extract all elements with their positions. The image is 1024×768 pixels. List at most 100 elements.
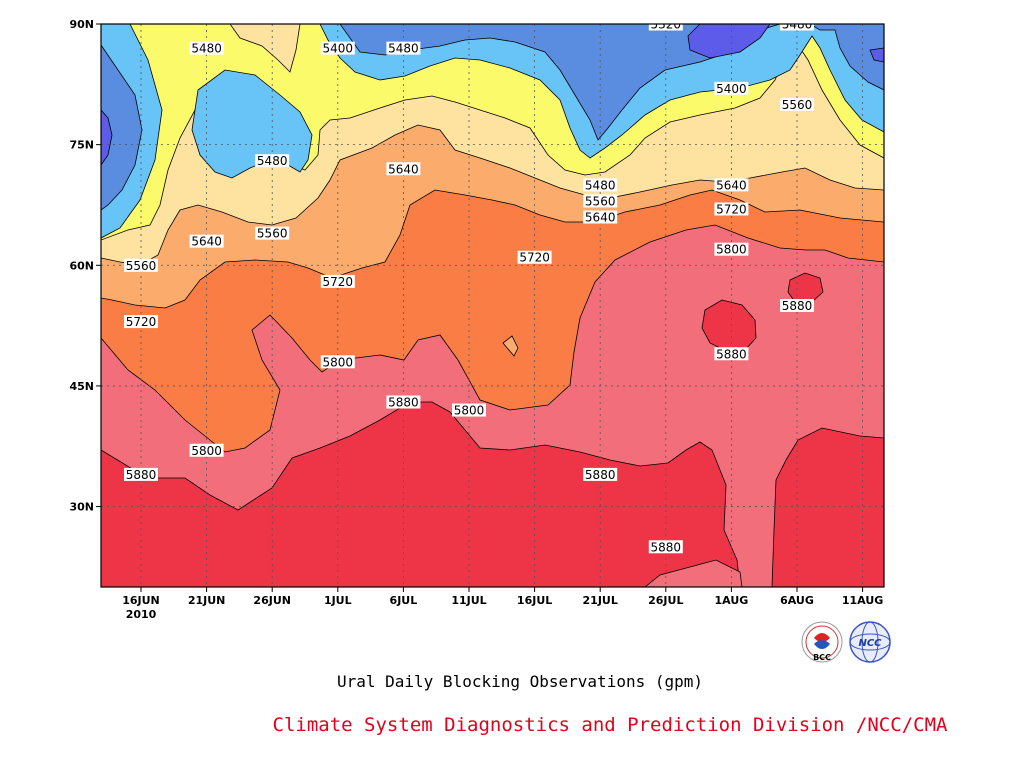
contour-label-bg [714,242,749,256]
contour-label-bg [780,299,814,312]
contour-label: 5480 [255,154,290,168]
logos: BCC NCC [801,621,891,663]
contour-label-bg [452,403,486,417]
contour-label-bg [583,178,618,192]
contour-label: 5720 [320,274,355,289]
x-tick-label: 6JUL [390,594,418,607]
x-tick-label: 11AUG [842,594,883,607]
contour-label-bg [320,355,355,369]
contour-label: 5560 [255,226,290,241]
contour-label-bg [124,467,158,481]
contour-label-bg [124,258,158,272]
contour-label: 5720 [714,202,749,216]
contour-label: 5880 [124,467,158,482]
contour-label: 5800 [320,355,355,369]
contour-label-text: 5880 [782,299,813,313]
contour-label: 5560 [124,258,158,273]
contour-label-text: 5800 [191,444,222,458]
contour-label-bg [648,24,683,31]
contour-label-bg [648,540,683,554]
contour-label: 5720 [517,250,552,265]
contour-label: 5720 [124,315,158,329]
contour-label: 5640 [714,178,749,192]
contour-label-bg [386,395,421,409]
x-tick-label: 1AUG [715,594,749,607]
x-axis: 16JUN 21JUN 26JUN 1JUL 6JUL 11JUL 16JUL 21JUL 26… [122,587,883,621]
fill-level-5640-island [502,335,519,357]
bcc-logo-text: BCC [813,653,831,662]
contour-label-text: 5480 [782,18,813,32]
contour-label-text: 5320 [651,18,682,32]
x-tick-label: 16JUN [122,594,160,607]
y-tick-label: 45N [69,380,94,393]
fill-level-below-5320-top [687,24,771,59]
ncc-logo: NCC [849,621,891,663]
contour-label: 5880 [386,395,421,410]
fill-level-5880-island-1 [701,299,757,353]
contour-label-text: 5720 [323,275,354,289]
fill-level-below-5320-right [869,47,884,63]
contour-label-bg [320,41,355,55]
y-axis: 90N 75N 60N 45N 30N [69,18,101,514]
contour-label-bg [780,97,814,111]
contour-label-text: 5400 [323,42,354,56]
contour-label: 5880 [583,467,618,482]
x-tick-label: 11JUL [451,594,486,607]
contour-label-text: 5880 [651,540,682,554]
contour-label-bg [189,41,224,55]
contour-label: 5560 [583,194,618,208]
contour-label-bg [255,154,290,168]
contour-label-bg [583,194,618,208]
contour-label: 5480 [189,41,224,56]
x-tick-label: 21JUN [188,594,226,607]
contour-label-text: 5480 [257,154,288,168]
contour-label-bg [124,315,158,329]
contour-label-text: 5480 [388,42,419,56]
contour-label-text: 5560 [782,98,813,112]
fill-level-5800-bottom [644,559,743,587]
bcc-logo: BCC [801,621,843,663]
contour-label-text: 5880 [716,347,747,361]
contour-label-bg [255,226,290,240]
contour-label-bg [714,178,749,192]
contour-label-bg [320,274,355,288]
contour-label-text: 5720 [716,202,747,216]
contour-label-text: 5640 [388,162,419,176]
contour-label-text: 5640 [716,178,747,192]
contour-label: 5480 [780,18,814,32]
y-tick-label: 60N [69,259,94,272]
grid-lines [101,24,884,587]
fill-level-5320 [339,24,884,141]
contour-label-text: 5480 [191,42,222,56]
contour-label-text: 5480 [585,178,616,192]
contour-label-bg [714,81,749,95]
contour-label-text: 5880 [585,468,616,482]
contour-label: 5480 [583,178,618,192]
plot-frame [100,23,885,588]
x-year-label: 2010 [126,608,157,621]
y-tick-label: 30N [69,501,94,514]
y-tick-label: 90N [69,18,94,31]
contour-label-text: 5880 [126,468,157,482]
contour-label-text: 5880 [388,396,419,410]
contour-label: 5640 [189,234,224,249]
contour-fields: 5480 5400 5480 5320 5480 5400 5560 5480 5640 5480… [101,18,884,587]
contour-label: 5880 [714,347,749,361]
fill-level-5400-island [191,69,313,179]
contour-label-text: 5560 [126,259,157,273]
contour-labels: 5480 5400 5480 5320 5480 5400 5560 5480 5640 5480… [124,18,814,554]
contour-label-text: 5640 [585,211,616,225]
contour-label: 5800 [189,443,224,458]
contour-label-text: 5640 [191,235,222,249]
fill-level-5560-top [229,24,301,73]
contour-label: 5880 [780,299,814,313]
contour-label: 5400 [320,41,355,56]
fill-level-5320-left [101,44,143,211]
x-tick-label: 1JUL [324,594,352,607]
contour-label-text: 5800 [716,243,747,257]
contour-label-text: 5560 [585,194,616,208]
fill-level-below-5320-left [101,109,113,166]
ncc-logo-text: NCC [858,638,882,649]
contour-label: 5640 [583,210,618,225]
x-tick-label: 26JUN [253,594,291,607]
